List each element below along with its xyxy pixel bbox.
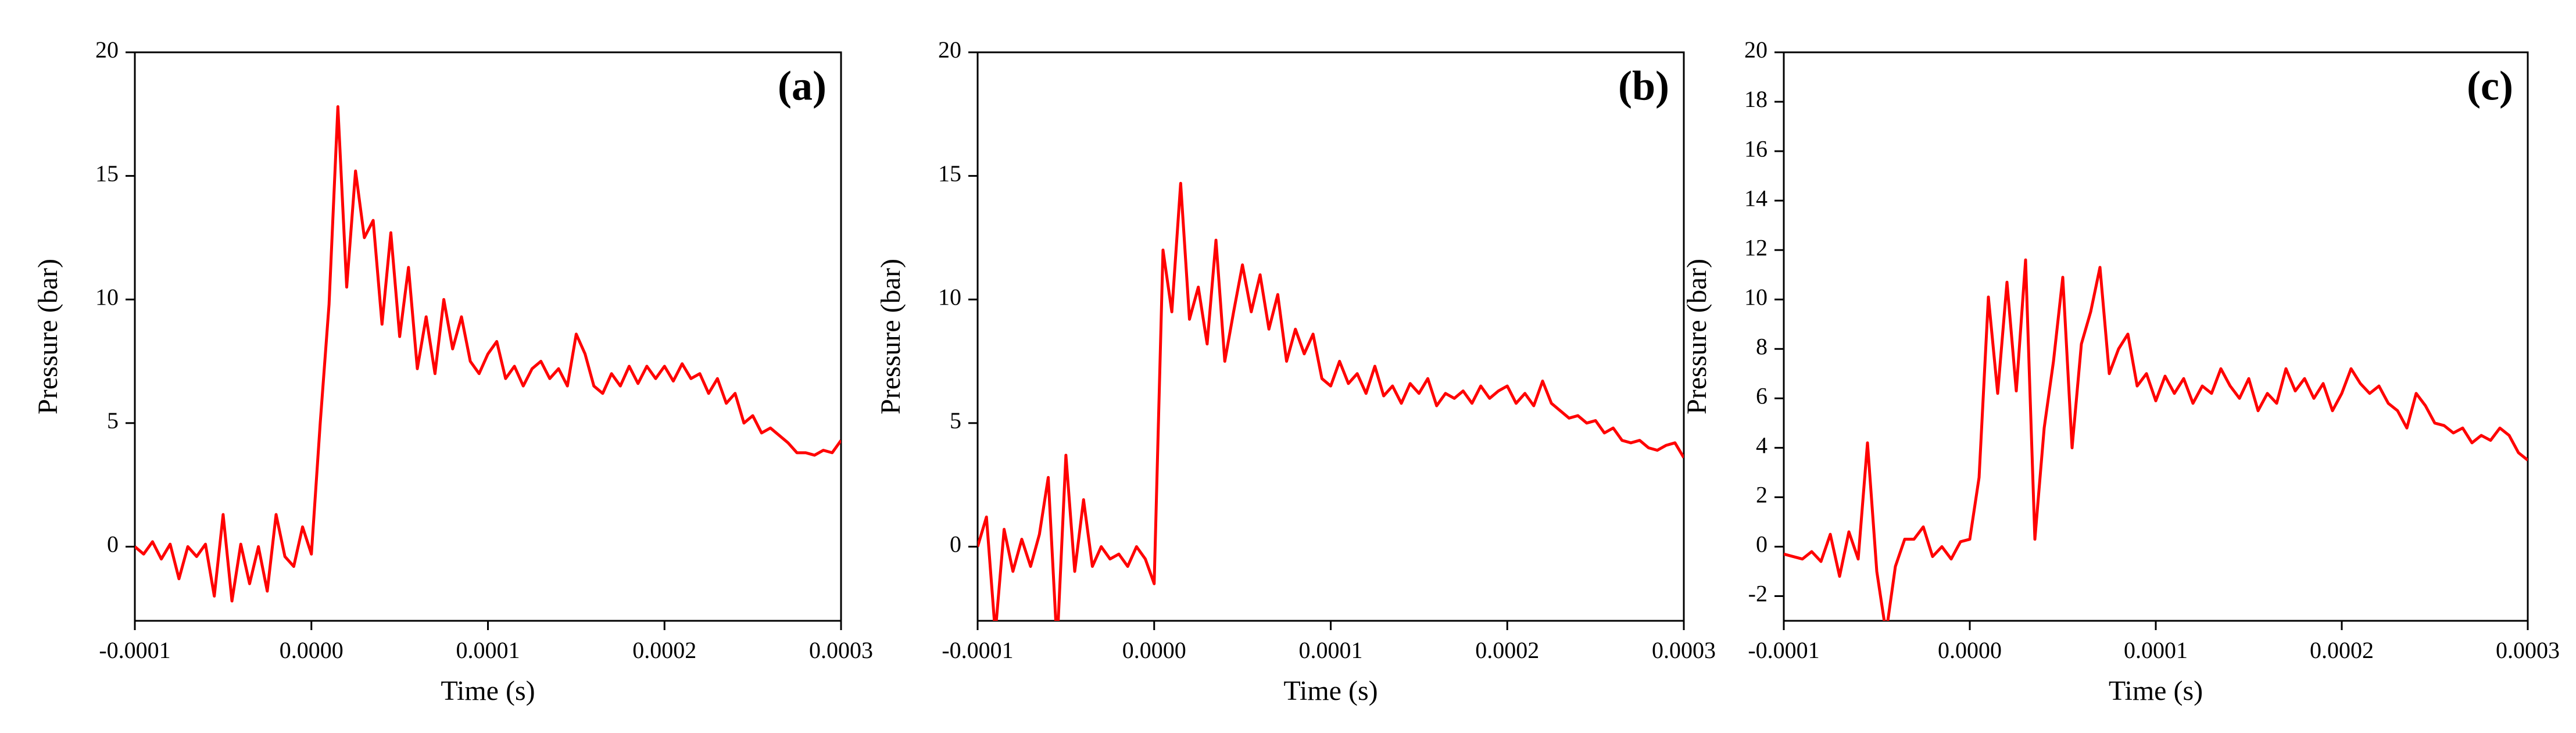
y-tick-label: 0 bbox=[950, 531, 961, 557]
plot-frame bbox=[134, 51, 842, 622]
y-tick-label: 10 bbox=[938, 284, 961, 310]
panel-label: (c) bbox=[2467, 63, 2513, 109]
data-line bbox=[135, 105, 841, 603]
x-tick-label: -0.0001 bbox=[1748, 637, 1819, 663]
x-tick-label: 0.0003 bbox=[2496, 637, 2560, 663]
y-axis-title: Pressure (bar) bbox=[33, 259, 63, 414]
x-tick-label: 0.0002 bbox=[632, 637, 696, 663]
y-tick-label: 5 bbox=[950, 407, 961, 434]
x-tick-label: 0.0001 bbox=[2124, 637, 2188, 663]
x-axis-title: Time (s) bbox=[1283, 675, 1378, 706]
plot-frame bbox=[1783, 51, 2529, 622]
x-tick-label: -0.0001 bbox=[99, 637, 170, 663]
y-tick-label: 4 bbox=[1756, 432, 1768, 459]
y-tick-label: 16 bbox=[1744, 135, 1768, 162]
y-tick-label: 6 bbox=[1756, 382, 1768, 409]
y-tick-label: 20 bbox=[938, 37, 961, 63]
data-line bbox=[1784, 258, 2528, 621]
y-tick-label: 8 bbox=[1756, 333, 1768, 359]
y-axis-title: Pressure (bar) bbox=[1681, 259, 1712, 414]
y-tick-label: 15 bbox=[938, 160, 961, 187]
y-tick-label: 12 bbox=[1744, 234, 1768, 260]
y-tick-label: 0 bbox=[107, 531, 119, 557]
x-tick-label: 0.0001 bbox=[1299, 637, 1363, 663]
y-tick-label: 2 bbox=[1756, 482, 1768, 508]
y-tick-label: 18 bbox=[1744, 86, 1768, 112]
panel-label: (a) bbox=[778, 63, 827, 109]
x-tick-label: 0.0000 bbox=[1938, 637, 2002, 663]
y-tick-label: 15 bbox=[95, 160, 119, 187]
x-tick-label: -0.0001 bbox=[942, 637, 1013, 663]
x-tick-label: 0.0000 bbox=[1122, 637, 1186, 663]
x-axis-title: Time (s) bbox=[441, 675, 535, 706]
y-tick-label: 20 bbox=[95, 37, 119, 63]
x-axis-title: Time (s) bbox=[2109, 675, 2203, 706]
x-tick-label: 0.0002 bbox=[2310, 637, 2374, 663]
x-tick-label: 0.0000 bbox=[280, 637, 344, 663]
panel-label: (b) bbox=[1618, 63, 1669, 109]
x-tick-label: 0.0003 bbox=[1652, 637, 1716, 663]
y-tick-label: 5 bbox=[107, 407, 119, 434]
x-tick-label: 0.0002 bbox=[1475, 637, 1539, 663]
y-tick-label: 10 bbox=[95, 284, 119, 310]
x-tick-label: 0.0003 bbox=[809, 637, 873, 663]
y-tick-label: -2 bbox=[1748, 581, 1768, 607]
y-tick-label: 20 bbox=[1744, 37, 1768, 63]
x-tick-label: 0.0001 bbox=[456, 637, 520, 663]
y-tick-label: 10 bbox=[1744, 284, 1768, 310]
y-tick-label: 14 bbox=[1744, 185, 1768, 211]
y-tick-label: 0 bbox=[1756, 531, 1768, 557]
data-line bbox=[978, 181, 1684, 621]
plot-frame bbox=[976, 51, 1685, 622]
y-axis-title: Pressure (bar) bbox=[875, 259, 906, 414]
